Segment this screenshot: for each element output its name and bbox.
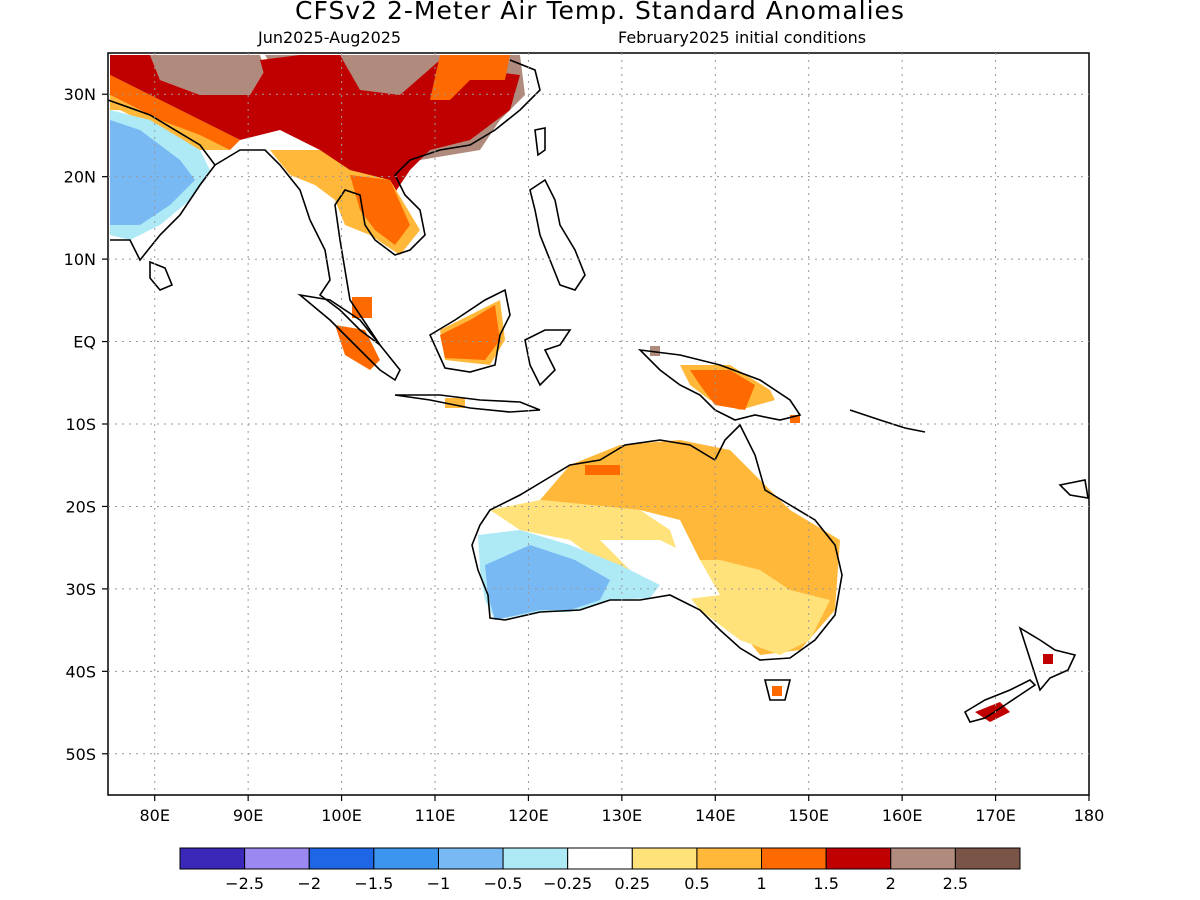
anomaly-region-red-tibet bbox=[110, 55, 300, 140]
colorbar-label-11: 2.5 bbox=[943, 874, 968, 893]
coast-pacific-islands bbox=[1058, 479, 1089, 499]
anomaly-region-orange-newguinea bbox=[690, 370, 755, 410]
coast-borneo bbox=[428, 288, 511, 373]
lon-label-0: 80E bbox=[139, 806, 169, 825]
lat-label-2: 10N bbox=[64, 250, 96, 269]
lat-label-8: 50S bbox=[65, 745, 96, 764]
anomaly-region-orange-himalaya bbox=[110, 75, 240, 150]
colorbar-swatch-5 bbox=[502, 847, 569, 870]
graticule bbox=[108, 53, 1089, 795]
lat-label-4: 10S bbox=[65, 415, 96, 434]
coast-sumatra bbox=[297, 293, 401, 382]
coast-solomons bbox=[849, 409, 926, 433]
anomaly-region-orange-china bbox=[430, 55, 510, 100]
anomaly-region-white-australia bbox=[600, 540, 720, 600]
lat-label-5: 20S bbox=[65, 497, 96, 516]
colorbar-swatch-0 bbox=[179, 847, 246, 870]
colorbar-label-3: −1 bbox=[427, 874, 451, 893]
lon-label-3: 110E bbox=[415, 806, 456, 825]
coast-srilanka bbox=[149, 260, 174, 291]
colorbar-swatch-9 bbox=[761, 847, 827, 870]
coast-taiwan bbox=[534, 127, 546, 157]
anomaly-region-blue-india bbox=[110, 120, 195, 225]
lat-label-3: EQ bbox=[73, 333, 96, 352]
colorbar-swatch-7 bbox=[631, 847, 698, 870]
forecast-period: Jun2025-Aug2025 bbox=[258, 28, 402, 47]
anomaly-region-brown-papua bbox=[650, 346, 660, 356]
coast-india bbox=[107, 99, 216, 262]
colorbar-label-2: −1.5 bbox=[354, 874, 393, 893]
lat-label-7: 40S bbox=[65, 662, 96, 681]
latitude-labels: 30N 20N 10N EQ 10S 20S 30S 40S 50S bbox=[64, 85, 108, 764]
coast-philippines bbox=[529, 178, 586, 291]
lon-label-6: 140E bbox=[695, 806, 736, 825]
coast-java bbox=[394, 394, 541, 413]
colorbar-label-1: −2 bbox=[297, 874, 321, 893]
coast-sulawesi bbox=[524, 329, 572, 387]
coast-nz-north bbox=[1018, 626, 1077, 692]
lon-label-5: 130E bbox=[602, 806, 643, 825]
colorbar bbox=[179, 847, 1021, 870]
anomaly-region-orange-tasmania bbox=[772, 686, 782, 696]
colorbar-labels: −2.5 −2 −1.5 −1 −0.5 −0.25 0.25 0.5 1 1.5 2 2.5 bbox=[225, 874, 968, 893]
colorbar-label-0: −2.5 bbox=[225, 874, 264, 893]
colorbar-swatch-11 bbox=[890, 847, 956, 870]
anomaly-region-red-nz-north bbox=[1043, 654, 1053, 664]
coast-myanmar-malaya bbox=[309, 159, 426, 346]
anomaly-shading bbox=[110, 55, 1053, 722]
lon-label-10: 180 bbox=[1074, 806, 1105, 825]
lat-label-0: 30N bbox=[64, 85, 96, 104]
colorbar-swatch-10 bbox=[825, 847, 892, 870]
coast-china bbox=[409, 59, 541, 161]
coast-australia bbox=[471, 423, 843, 661]
colorbar-label-8: 1 bbox=[756, 874, 766, 893]
colorbar-label-10: 2 bbox=[886, 874, 896, 893]
anomaly-region-brown-tibet bbox=[150, 55, 265, 95]
colorbar-label-6: 0.25 bbox=[614, 874, 650, 893]
lat-label-1: 20N bbox=[64, 168, 96, 187]
coast-tasmania bbox=[763, 679, 792, 701]
lon-label-9: 170E bbox=[975, 806, 1016, 825]
anomaly-region-orange-borneo bbox=[440, 305, 500, 360]
colorbar-label-4: −0.5 bbox=[484, 874, 523, 893]
chart-title: CFSv2 2-Meter Air Temp. Standard Anomali… bbox=[295, 0, 905, 25]
colorbar-swatch-12 bbox=[954, 847, 1021, 870]
coast-newguinea bbox=[637, 348, 802, 421]
lon-label-2: 100E bbox=[321, 806, 362, 825]
longitude-labels: 80E 90E 100E 110E 120E 130E 140E 150E 160E 170E 18… bbox=[139, 795, 1104, 825]
lon-label-8: 160E bbox=[882, 806, 923, 825]
lon-label-1: 90E bbox=[233, 806, 263, 825]
anomaly-region-orange-malaya bbox=[352, 297, 372, 318]
colorbar-label-7: 0.5 bbox=[684, 874, 709, 893]
anomaly-region-orange-newbritain bbox=[790, 415, 800, 423]
initial-conditions: February2025 initial conditions bbox=[618, 28, 867, 47]
anomaly-region-orange-kimberley bbox=[585, 465, 620, 475]
colorbar-label-5: −0.25 bbox=[543, 874, 592, 893]
colorbar-label-9: 1.5 bbox=[813, 874, 838, 893]
coast-nz-south bbox=[963, 679, 1037, 723]
lat-label-6: 30S bbox=[65, 580, 96, 599]
coast-bay-of-bengal bbox=[214, 149, 311, 221]
lon-label-7: 150E bbox=[788, 806, 829, 825]
colorbar-swatch-3 bbox=[373, 847, 439, 870]
lon-label-4: 120E bbox=[508, 806, 549, 825]
colorbar-swatch-4 bbox=[437, 847, 504, 870]
anomaly-region-blue-australia bbox=[485, 545, 610, 620]
anomaly-region-orange-indochina bbox=[350, 175, 410, 245]
anomaly-region-amber-india-north bbox=[110, 95, 230, 150]
coastlines bbox=[107, 59, 1089, 723]
colorbar-swatch-6 bbox=[567, 847, 633, 870]
colorbar-swatch-8 bbox=[696, 847, 763, 870]
colorbar-swatch-1 bbox=[244, 847, 310, 870]
colorbar-swatch-2 bbox=[308, 847, 375, 870]
